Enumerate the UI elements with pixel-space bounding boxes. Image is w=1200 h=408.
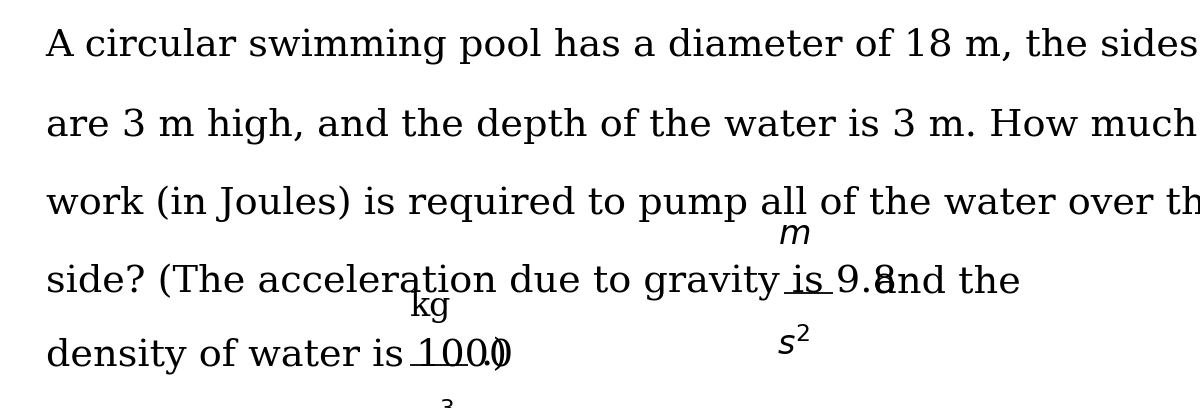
- Text: $m$: $m$: [778, 218, 810, 251]
- Text: kg: kg: [409, 291, 450, 323]
- Text: .): .): [480, 337, 508, 373]
- Text: $s^2$: $s^2$: [778, 328, 810, 362]
- Text: $m^3$: $m^3$: [406, 402, 454, 408]
- Text: are 3 m high, and the depth of the water is 3 m. How much: are 3 m high, and the depth of the water…: [46, 107, 1196, 144]
- Text: A circular swimming pool has a diameter of 18 m, the sides: A circular swimming pool has a diameter …: [46, 27, 1199, 64]
- Text: density of water is 1000: density of water is 1000: [46, 337, 524, 374]
- Text: and the: and the: [862, 265, 1020, 301]
- Text: side? (The acceleration due to gravity is 9.8: side? (The acceleration due to gravity i…: [46, 264, 908, 302]
- Text: work (in Joules) is required to pump all of the water over the: work (in Joules) is required to pump all…: [46, 186, 1200, 222]
